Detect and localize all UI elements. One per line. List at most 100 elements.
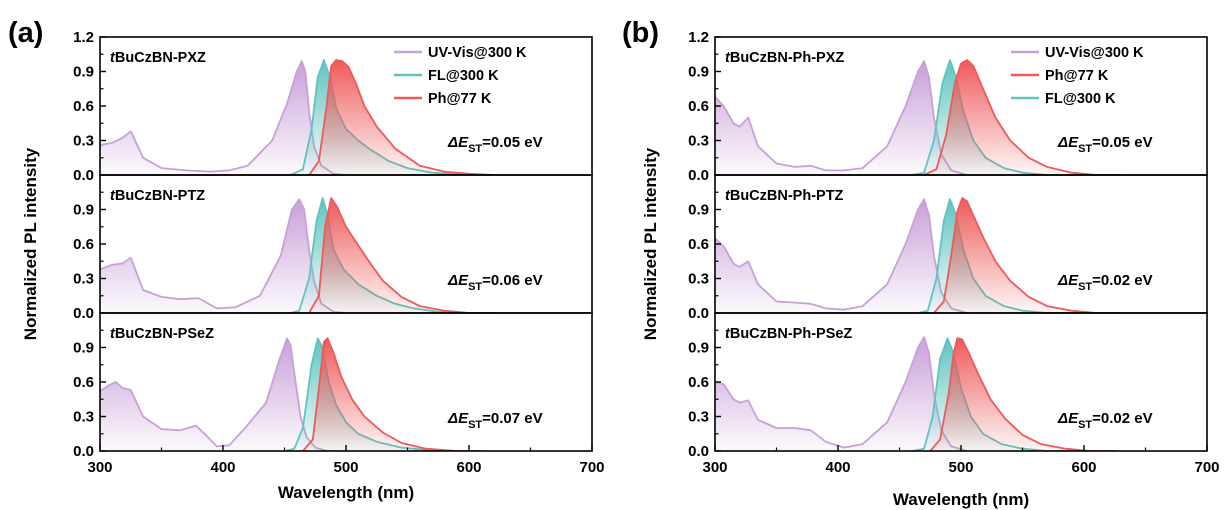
y-tick-label: 0.6 bbox=[73, 236, 94, 253]
series-line-ph bbox=[923, 59, 1121, 175]
legend: UV-Vis@300 K FL@300 K Ph@77 K bbox=[394, 45, 527, 107]
series-line-uv bbox=[715, 198, 968, 313]
y-tick-label: 0.0 bbox=[73, 167, 94, 184]
delta-subscript: ST bbox=[1078, 143, 1092, 155]
y-tick-label: 0.6 bbox=[73, 98, 94, 115]
series-area-ph bbox=[302, 338, 482, 451]
series-line-ph bbox=[933, 197, 1121, 313]
panel-label: (b) bbox=[622, 17, 659, 49]
delta-symbol: ΔE bbox=[447, 272, 469, 289]
y-axis-title: Normalized PL intensity bbox=[641, 147, 660, 340]
series-area-ph bbox=[924, 60, 1121, 175]
y-tick-label: 0.9 bbox=[688, 202, 709, 219]
subplot-title-italic: t bbox=[110, 188, 116, 204]
delta-value: =0.02 eV bbox=[1092, 410, 1152, 427]
x-tick-label: 600 bbox=[456, 459, 481, 476]
series-area-uv bbox=[715, 199, 968, 313]
delta-est-annotation: ΔEST=0.06 eV bbox=[447, 272, 543, 293]
delta-subscript: ST bbox=[468, 419, 482, 431]
subplot-title: tBuCzBN-Ph-PXZ bbox=[725, 50, 844, 66]
x-tick-label: 300 bbox=[702, 459, 727, 476]
delta-est-annotation: ΔEST=0.05 eV bbox=[1057, 134, 1153, 155]
plot-area bbox=[100, 337, 482, 451]
y-tick-label: 0.9 bbox=[73, 202, 94, 219]
y-tick-label: 0.6 bbox=[73, 374, 94, 391]
subplot-title-italic: t bbox=[725, 188, 731, 204]
x-tick-label: 400 bbox=[210, 459, 235, 476]
delta-est-annotation: ΔEST=0.02 eV bbox=[1057, 272, 1153, 293]
x-tick-label: 600 bbox=[1071, 459, 1096, 476]
subplot-title: tBuCzBN-PXZ bbox=[110, 50, 206, 66]
legend-label-fl: FL@300 K bbox=[1045, 91, 1116, 107]
delta-value: =0.05 eV bbox=[1092, 134, 1152, 151]
legend-label-fl: FL@300 K bbox=[428, 68, 499, 84]
delta-value: =0.02 eV bbox=[1092, 272, 1152, 289]
plot-area bbox=[100, 197, 494, 313]
y-tick-label: 0.3 bbox=[688, 133, 709, 150]
series-line-ph bbox=[308, 197, 494, 313]
panel-label: (a) bbox=[8, 17, 43, 49]
subplot-title-text: BuCzBN-Ph-PXZ bbox=[730, 50, 845, 66]
delta-est-annotation: ΔEST=0.05 eV bbox=[447, 134, 543, 155]
x-axis-title: Wavelength (nm) bbox=[893, 490, 1029, 509]
delta-subscript: ST bbox=[1078, 419, 1092, 431]
delta-value: =0.07 eV bbox=[482, 410, 542, 427]
subplot-title-italic: t bbox=[725, 326, 731, 342]
delta-symbol: ΔE bbox=[447, 134, 469, 151]
delta-value: =0.05 eV bbox=[482, 134, 542, 151]
delta-est-annotation: ΔEST=0.02 eV bbox=[1057, 410, 1153, 431]
y-tick-label: 1.2 bbox=[73, 29, 94, 46]
x-axis-title: Wavelength (nm) bbox=[278, 483, 414, 502]
subplot-title-italic: t bbox=[110, 326, 116, 342]
series-line-uv bbox=[715, 60, 968, 175]
y-tick-label: 1.2 bbox=[688, 29, 709, 46]
y-tick-label: 0.9 bbox=[73, 340, 94, 357]
x-tick-label: 400 bbox=[825, 459, 850, 476]
x-tick-label: 500 bbox=[948, 459, 973, 476]
y-tick-label: 0.3 bbox=[73, 133, 94, 150]
subplot-title-text: BuCzBN-PTZ bbox=[115, 188, 205, 204]
y-tick-label: 0.3 bbox=[73, 409, 94, 426]
y-tick-label: 0.0 bbox=[688, 167, 709, 184]
subplot-title: tBuCzBN-PTZ bbox=[110, 188, 205, 204]
x-tick-label: 700 bbox=[1194, 459, 1219, 476]
series-area-uv bbox=[100, 61, 346, 175]
series-line-ph bbox=[302, 337, 482, 451]
delta-symbol: ΔE bbox=[1057, 410, 1079, 427]
plot-area bbox=[715, 336, 1115, 451]
x-tick-label: 500 bbox=[333, 459, 358, 476]
subplot-title-italic: t bbox=[725, 50, 731, 66]
legend-label-ph: Ph@77 K bbox=[1045, 68, 1109, 84]
series-line-uv bbox=[100, 337, 340, 451]
delta-symbol: ΔE bbox=[447, 410, 469, 427]
legend-label-uv: UV-Vis@300 K bbox=[428, 45, 527, 61]
series-area-ph bbox=[309, 60, 494, 175]
y-tick-label: 0.9 bbox=[73, 64, 94, 81]
legend: UV-Vis@300 K Ph@77 K FL@300 K bbox=[1011, 45, 1144, 107]
y-tick-label: 0.9 bbox=[688, 340, 709, 357]
y-tick-label: 0.6 bbox=[688, 98, 709, 115]
y-tick-label: 0.0 bbox=[73, 305, 94, 322]
subplot-title: tBuCzBN-PSeZ bbox=[110, 326, 214, 342]
series-area-ph bbox=[930, 338, 1115, 451]
y-tick-label: 0.0 bbox=[73, 443, 94, 460]
subplot-title: tBuCzBN-Ph-PTZ bbox=[725, 188, 844, 204]
y-tick-label: 0.6 bbox=[688, 236, 709, 253]
plot-area bbox=[100, 59, 494, 175]
series-area-ph bbox=[309, 198, 494, 313]
subplot-title-italic: t bbox=[110, 50, 116, 66]
series-area-uv bbox=[715, 61, 968, 175]
legend-label-ph: Ph@77 K bbox=[428, 91, 492, 107]
subplot-buczbn-ph-ptz: 0.0 0.3 0.6 0.9 tBuCzBN-Ph-PTZ ΔEST=0.02 eV bbox=[688, 174, 1208, 322]
delta-symbol: ΔE bbox=[1057, 134, 1079, 151]
subplot-buczbn-ptz: 0.0 0.3 0.6 0.9 tBuCzBN-PTZ ΔEST=0.06 eV bbox=[73, 174, 593, 322]
delta-value: =0.06 eV bbox=[482, 272, 542, 289]
subplot-buczbn-ph-pxz: 0.0 0.3 0.6 0.9 1.2 tBuCzBN-Ph-PXZ ΔEST=0.05 e… bbox=[688, 29, 1208, 184]
y-tick-label: 0.9 bbox=[688, 64, 709, 81]
series-line-ph bbox=[929, 337, 1115, 451]
series-area-uv bbox=[715, 337, 968, 451]
subplot-title-text: BuCzBN-Ph-PSeZ bbox=[730, 326, 853, 342]
